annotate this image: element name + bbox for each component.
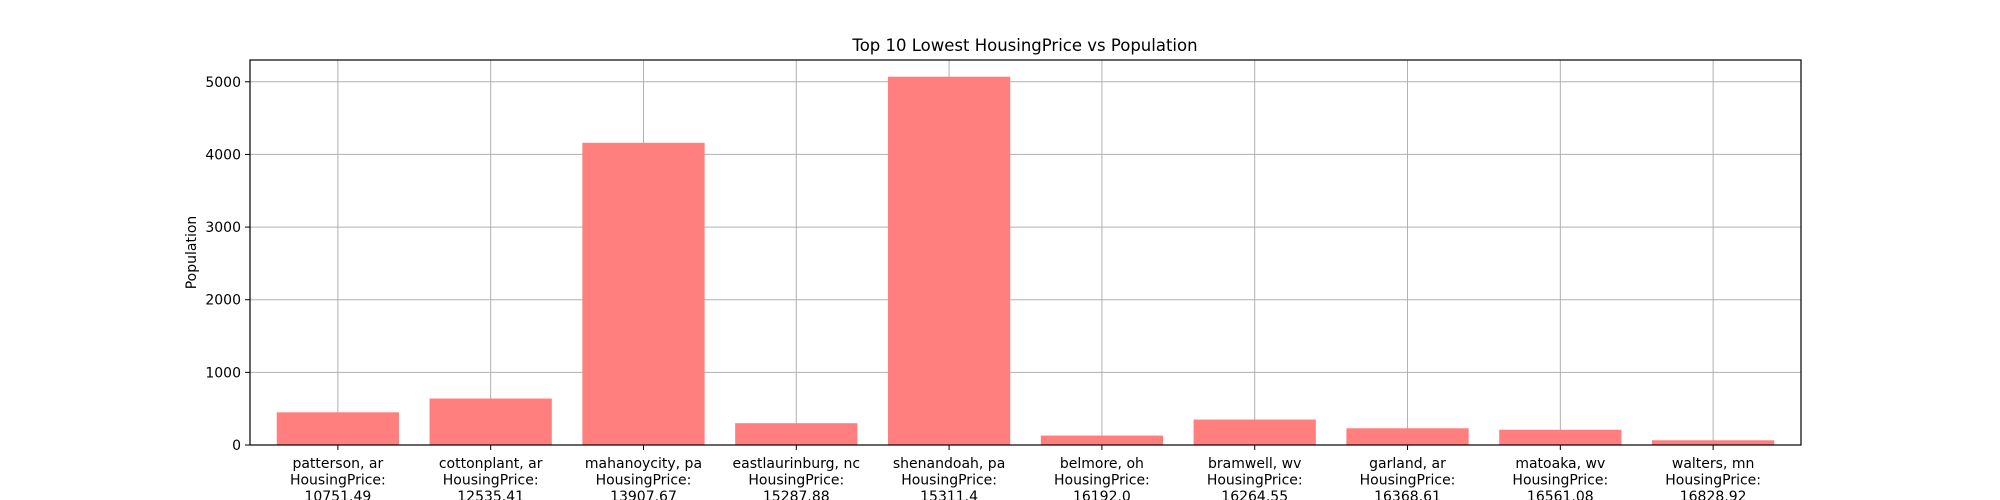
x-tick-label-line: 15311.4 <box>920 489 978 500</box>
x-tick-label: patterson, ar HousingPrice: 10751.49 <box>290 456 386 500</box>
y-tick-label: 0 <box>232 438 241 454</box>
x-tick-label-line: HousingPrice: <box>443 473 539 489</box>
x-tick-label-line: cottonplant, ar <box>439 456 543 472</box>
x-tick-label-line: HousingPrice: <box>1054 473 1150 489</box>
bar <box>735 423 858 445</box>
x-tick-label-line: garland, ar <box>1369 456 1446 472</box>
x-tick-label-line: HousingPrice: <box>1207 473 1303 489</box>
x-tick-label-line: shenandoah, pa <box>893 456 1005 472</box>
x-tick-label-line: HousingPrice: <box>596 473 692 489</box>
x-tick-label-line: 10751.49 <box>304 489 371 500</box>
bar <box>429 398 552 445</box>
plot-frame <box>249 59 1802 446</box>
x-tick-label-line: HousingPrice: <box>290 473 386 489</box>
y-tick-label: 3000 <box>205 220 241 236</box>
y-axis: 0 1000 2000 3000 4000 5000 <box>205 75 250 454</box>
chart-title: Top 10 Lowest HousingPrice vs Population <box>851 36 1197 55</box>
y-tick-label: 2000 <box>205 293 241 309</box>
bar <box>887 76 1011 445</box>
x-tick-label: shenandoah, pa HousingPrice: 15311.4 <box>893 456 1005 500</box>
y-tick-label: 1000 <box>205 365 241 381</box>
bar <box>1040 435 1164 445</box>
x-axis: patterson, ar HousingPrice: 10751.49cotton… <box>290 445 1761 500</box>
bar <box>1652 440 1775 445</box>
bar <box>276 412 399 445</box>
x-tick-label-line: walters, mn <box>1672 456 1754 472</box>
x-tick-label: cottonplant, ar HousingPrice: 12535.41 <box>439 456 543 500</box>
x-tick-label-line: 15287.88 <box>763 489 830 500</box>
bar <box>1499 429 1622 445</box>
x-tick-label-line: HousingPrice: <box>748 473 844 489</box>
x-tick-label-line: HousingPrice: <box>1512 473 1608 489</box>
x-tick-label: garland, ar HousingPrice: 16368.61 <box>1360 456 1456 500</box>
x-tick-label: eastlaurinburg, nc HousingPrice: 15287.88 <box>733 456 860 500</box>
y-tick-label: 5000 <box>205 75 241 91</box>
x-tick-label-line: bramwell, wv <box>1208 456 1301 472</box>
x-tick-label-line: 16192.0 <box>1073 489 1131 500</box>
x-tick-label-line: 16561.08 <box>1527 489 1594 500</box>
x-tick-label-line: matoaka, wv <box>1515 456 1605 472</box>
bar <box>1193 419 1316 445</box>
bar <box>582 142 705 445</box>
y-tick-label: 4000 <box>205 147 241 163</box>
x-tick-label-line: 13907.67 <box>610 489 677 500</box>
x-tick-label-line: eastlaurinburg, nc <box>733 456 860 472</box>
x-tick-label-line: 16264.55 <box>1221 489 1288 500</box>
x-tick-label-line: patterson, ar <box>292 456 383 472</box>
x-tick-label-line: belmore, oh <box>1060 456 1144 472</box>
x-tick-label-line: HousingPrice: <box>1360 473 1456 489</box>
bars <box>276 76 1775 445</box>
x-tick-label: matoaka, wv HousingPrice: 16561.08 <box>1512 456 1608 500</box>
x-tick-label-line: 12535.41 <box>457 489 524 500</box>
y-axis-label: Population <box>184 216 200 290</box>
x-tick-label: belmore, oh HousingPrice: 16192.0 <box>1054 456 1150 500</box>
x-tick-label-line: HousingPrice: <box>1665 473 1761 489</box>
x-tick-label-line: 16368.61 <box>1374 489 1441 500</box>
x-tick-label: bramwell, wv HousingPrice: 16264.55 <box>1207 456 1303 500</box>
bar <box>1346 428 1469 445</box>
x-tick-label: walters, mn HousingPrice: 16828.92 <box>1665 456 1761 500</box>
x-tick-label: mahanoycity, pa HousingPrice: 13907.67 <box>585 456 702 500</box>
x-tick-label-line: HousingPrice: <box>901 473 997 489</box>
x-tick-label-line: mahanoycity, pa <box>585 456 702 472</box>
x-tick-label-line: 16828.92 <box>1680 489 1747 500</box>
